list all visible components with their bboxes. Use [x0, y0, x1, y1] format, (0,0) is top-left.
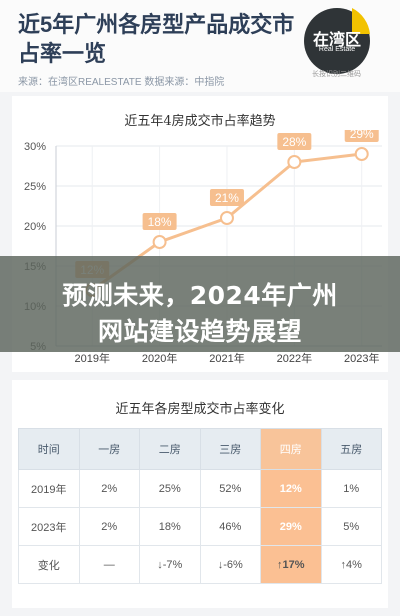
table-cell-increase: ↑4% [320, 545, 382, 584]
table-cell: 2019年 [18, 469, 80, 508]
chart-title: 近五年4房成交市占率趋势 [124, 114, 276, 129]
table-cell-increase-highlight: ↑17% [260, 545, 322, 584]
table-cell-decrease: ↓-7% [139, 545, 201, 584]
x-tick-label: 2023年 [344, 351, 379, 365]
table-row: 2023年 2% 18% 46% 29% 5% [18, 507, 382, 546]
table-cell: 2023年 [18, 507, 80, 546]
data-label-bg [277, 133, 312, 150]
table-cell: 18% [139, 507, 201, 546]
data-label: 21% [215, 191, 239, 205]
y-tick-label: 25% [24, 181, 46, 193]
logo-text: 在湾区 [312, 32, 361, 49]
table-header-row: 时间 一房 二房 三房 四房 五房 [18, 428, 382, 470]
table-cell-highlight: 12% [260, 469, 322, 508]
table-cell: 25% [139, 469, 201, 508]
data-label: 29% [350, 130, 374, 141]
table-cell-highlight: 29% [260, 507, 322, 546]
data-label-bg [209, 189, 244, 206]
banner-line-2: 网站建设趋势展望 [97, 317, 302, 346]
data-label-bg [344, 130, 379, 142]
header-cell: 二房 [139, 428, 201, 470]
table-row: 变化 — ↓-7% ↓-6% ↑17% ↑4% [18, 545, 382, 584]
header-cell-highlight: 四房 [260, 428, 322, 470]
x-tick-label: 2020年 [142, 351, 177, 365]
banner-line-1: 预测未来，2024年广州 [62, 281, 338, 310]
y-tick-label: 20% [24, 221, 46, 233]
source-meta: 来源：在湾区REALESTATE 数据来源：中指院 [18, 77, 225, 88]
table-row: 2019年 2% 25% 52% 12% 1% [18, 469, 382, 508]
data-point [287, 155, 302, 169]
header-cell: 一房 [78, 428, 140, 470]
data-label: 18% [148, 215, 172, 229]
logo-tagline: 长按识别二维码 [312, 71, 361, 78]
table-cell-decrease: ↓-6% [199, 545, 261, 584]
x-tick-label: 2022年 [277, 351, 312, 365]
header-cell: 时间 [18, 428, 80, 470]
logo-icon [304, 8, 370, 74]
headline-banner: 预测未来，2024年广州 网站建设趋势展望 [0, 256, 400, 352]
table-cell: 52% [199, 469, 261, 508]
header-cell: 三房 [199, 428, 261, 470]
table-cell: — [78, 545, 140, 584]
header-cell: 五房 [320, 428, 382, 470]
data-point [219, 211, 234, 225]
share-table: 时间 一房 二房 三房 四房 五房 2019年 2% 25% 52% 12% 1… [18, 428, 382, 584]
table-cell: 46% [199, 507, 261, 546]
data-label-bg [142, 213, 177, 230]
data-label: 28% [282, 135, 306, 149]
page-title: 近5年广州各房型产品成交市占率一览 [18, 12, 295, 66]
y-tick-label: 30% [24, 141, 46, 153]
table-cell: 5% [320, 507, 382, 546]
table-cell: 1% [320, 469, 382, 508]
table-title: 近五年各房型成交市占率变化 [115, 402, 285, 417]
x-tick-label: 2021年 [209, 351, 244, 365]
table-cell: 2% [78, 469, 140, 508]
logo-subtext: Real Estate [318, 46, 356, 53]
data-point [354, 147, 369, 161]
data-point [152, 235, 167, 249]
table-cell: 2% [78, 507, 140, 546]
x-tick-label: 2019年 [74, 351, 109, 365]
table-cell: 变化 [18, 545, 80, 584]
